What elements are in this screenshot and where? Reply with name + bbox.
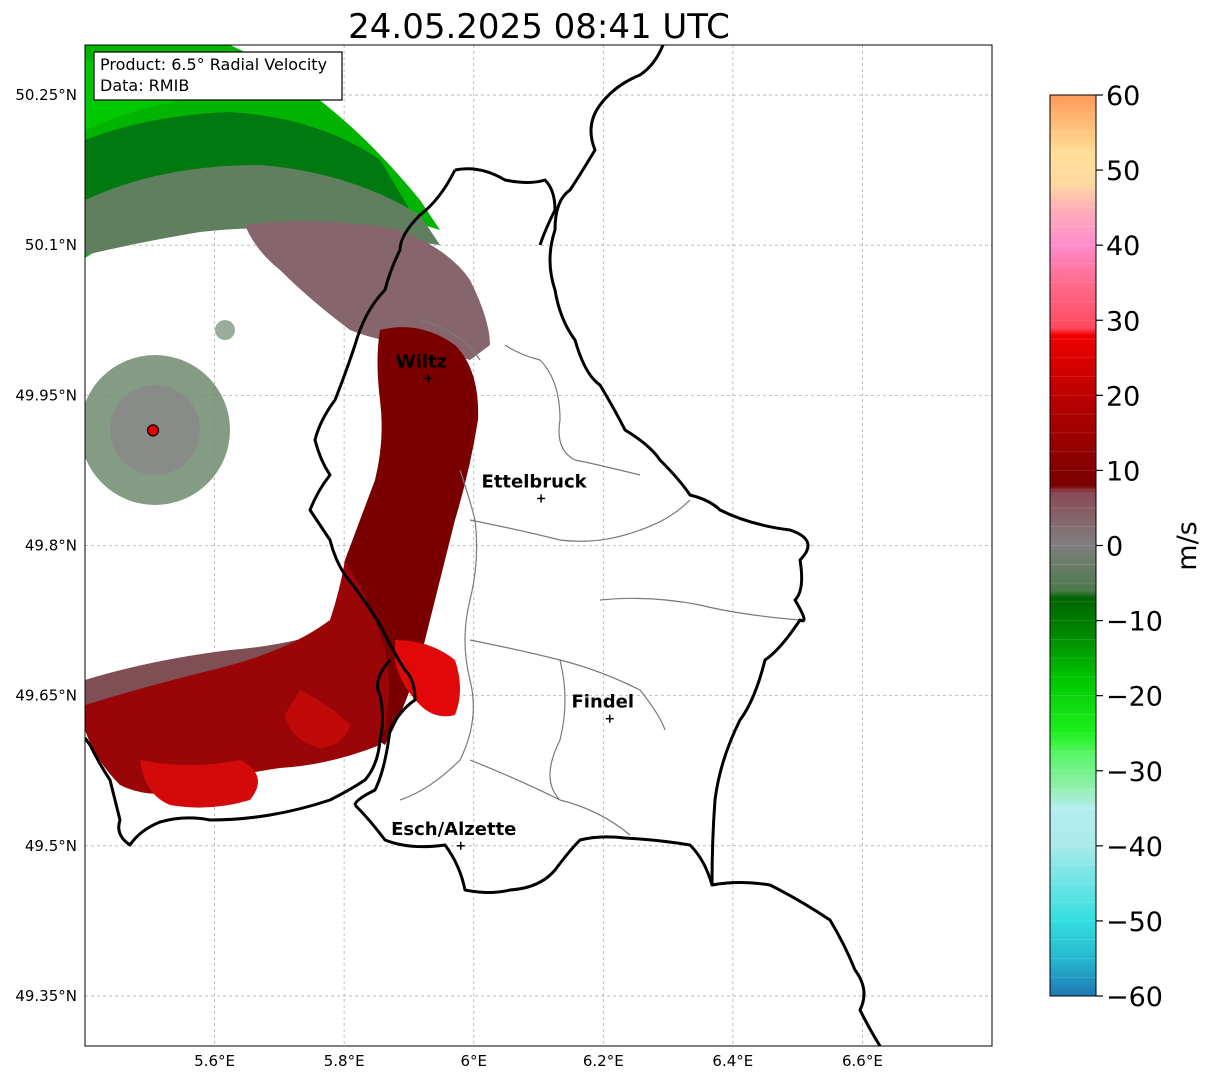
y-tick-label: 50.25°N — [15, 86, 77, 104]
colorbar-tick-label: −50 — [1106, 907, 1163, 938]
figure-title: 24.05.2025 08:41 UTC — [348, 7, 730, 47]
radar-site-marker — [146, 424, 160, 437]
y-tick-label: 49.95°N — [15, 386, 77, 404]
info-product: Product: 6.5° Radial Velocity — [100, 55, 327, 74]
colorbar-tick-label: 10 — [1106, 456, 1140, 487]
city-label: Esch/Alzette — [391, 819, 516, 840]
colorbar-tick-label: −30 — [1106, 757, 1163, 788]
colorbar-bands — [1050, 113, 1096, 978]
map-frame — [84, 44, 993, 1047]
colorbar-tick-label: 0 — [1106, 532, 1123, 563]
x-axis-ticks: 5.6°E 5.8°E 6°E 6.2°E 6.4°E 6.6°E — [194, 1052, 883, 1070]
colorbar-tick-label: −10 — [1106, 607, 1163, 638]
country-borders — [85, 45, 882, 1046]
y-tick-label: 49.35°N — [15, 987, 77, 1005]
info-box: Product: 6.5° Radial Velocity Data: RMIB — [93, 51, 343, 101]
y-tick-label: 49.5°N — [25, 837, 77, 855]
colorbar-tick-label: 50 — [1106, 156, 1140, 187]
city-markers: Wiltz Ettelbruck Findel Esch/Alzette — [391, 351, 634, 850]
x-tick-label: 5.8°E — [324, 1052, 365, 1070]
info-data-source: Data: RMIB — [100, 76, 189, 95]
colorbar-label: m/s — [1172, 521, 1203, 570]
y-tick-label: 50.1°N — [25, 236, 77, 254]
x-tick-label: 6.4°E — [712, 1052, 753, 1070]
city-label: Findel — [571, 692, 634, 713]
city-label: Wiltz — [396, 351, 447, 372]
y-tick-label: 49.8°N — [25, 537, 77, 555]
x-tick-label: 6°E — [460, 1052, 487, 1070]
radar-echo-southern-arc — [85, 327, 479, 808]
x-tick-label: 6.2°E — [583, 1052, 624, 1070]
colorbar: 60 50 40 30 20 10 0 −10 −20 −30 −40 −50 −60 m/s — [1049, 81, 1203, 1013]
colorbar-tick-label: 40 — [1106, 231, 1140, 262]
city-esch-alzette: Esch/Alzette — [391, 819, 516, 850]
city-ettelbruck: Ettelbruck — [482, 471, 588, 503]
colorbar-ticks: 60 50 40 30 20 10 0 −10 −20 −30 −40 −50 −60 — [1096, 81, 1163, 1013]
canton-boundaries — [399, 319, 801, 836]
x-tick-label: 6.6°E — [842, 1052, 883, 1070]
city-label: Ettelbruck — [482, 471, 588, 492]
x-tick-label: 5.6°E — [194, 1052, 235, 1070]
colorbar-tick-label: 60 — [1106, 81, 1140, 112]
colorbar-tick-label: −20 — [1106, 682, 1163, 713]
city-wiltz: Wiltz — [396, 351, 447, 383]
city-findel: Findel — [571, 692, 634, 723]
y-tick-label: 49.65°N — [15, 687, 77, 705]
colorbar-tick-label: 20 — [1106, 381, 1140, 412]
colorbar-tick-label: −60 — [1106, 982, 1163, 1013]
colorbar-bar — [1049, 94, 1097, 997]
colorbar-tick-label: 30 — [1106, 306, 1140, 337]
y-axis-ticks: 49.35°N 49.5°N 49.65°N 49.8°N 49.95°N 50.1°N 5… — [15, 86, 77, 1005]
colorbar-tick-label: −40 — [1106, 832, 1163, 863]
